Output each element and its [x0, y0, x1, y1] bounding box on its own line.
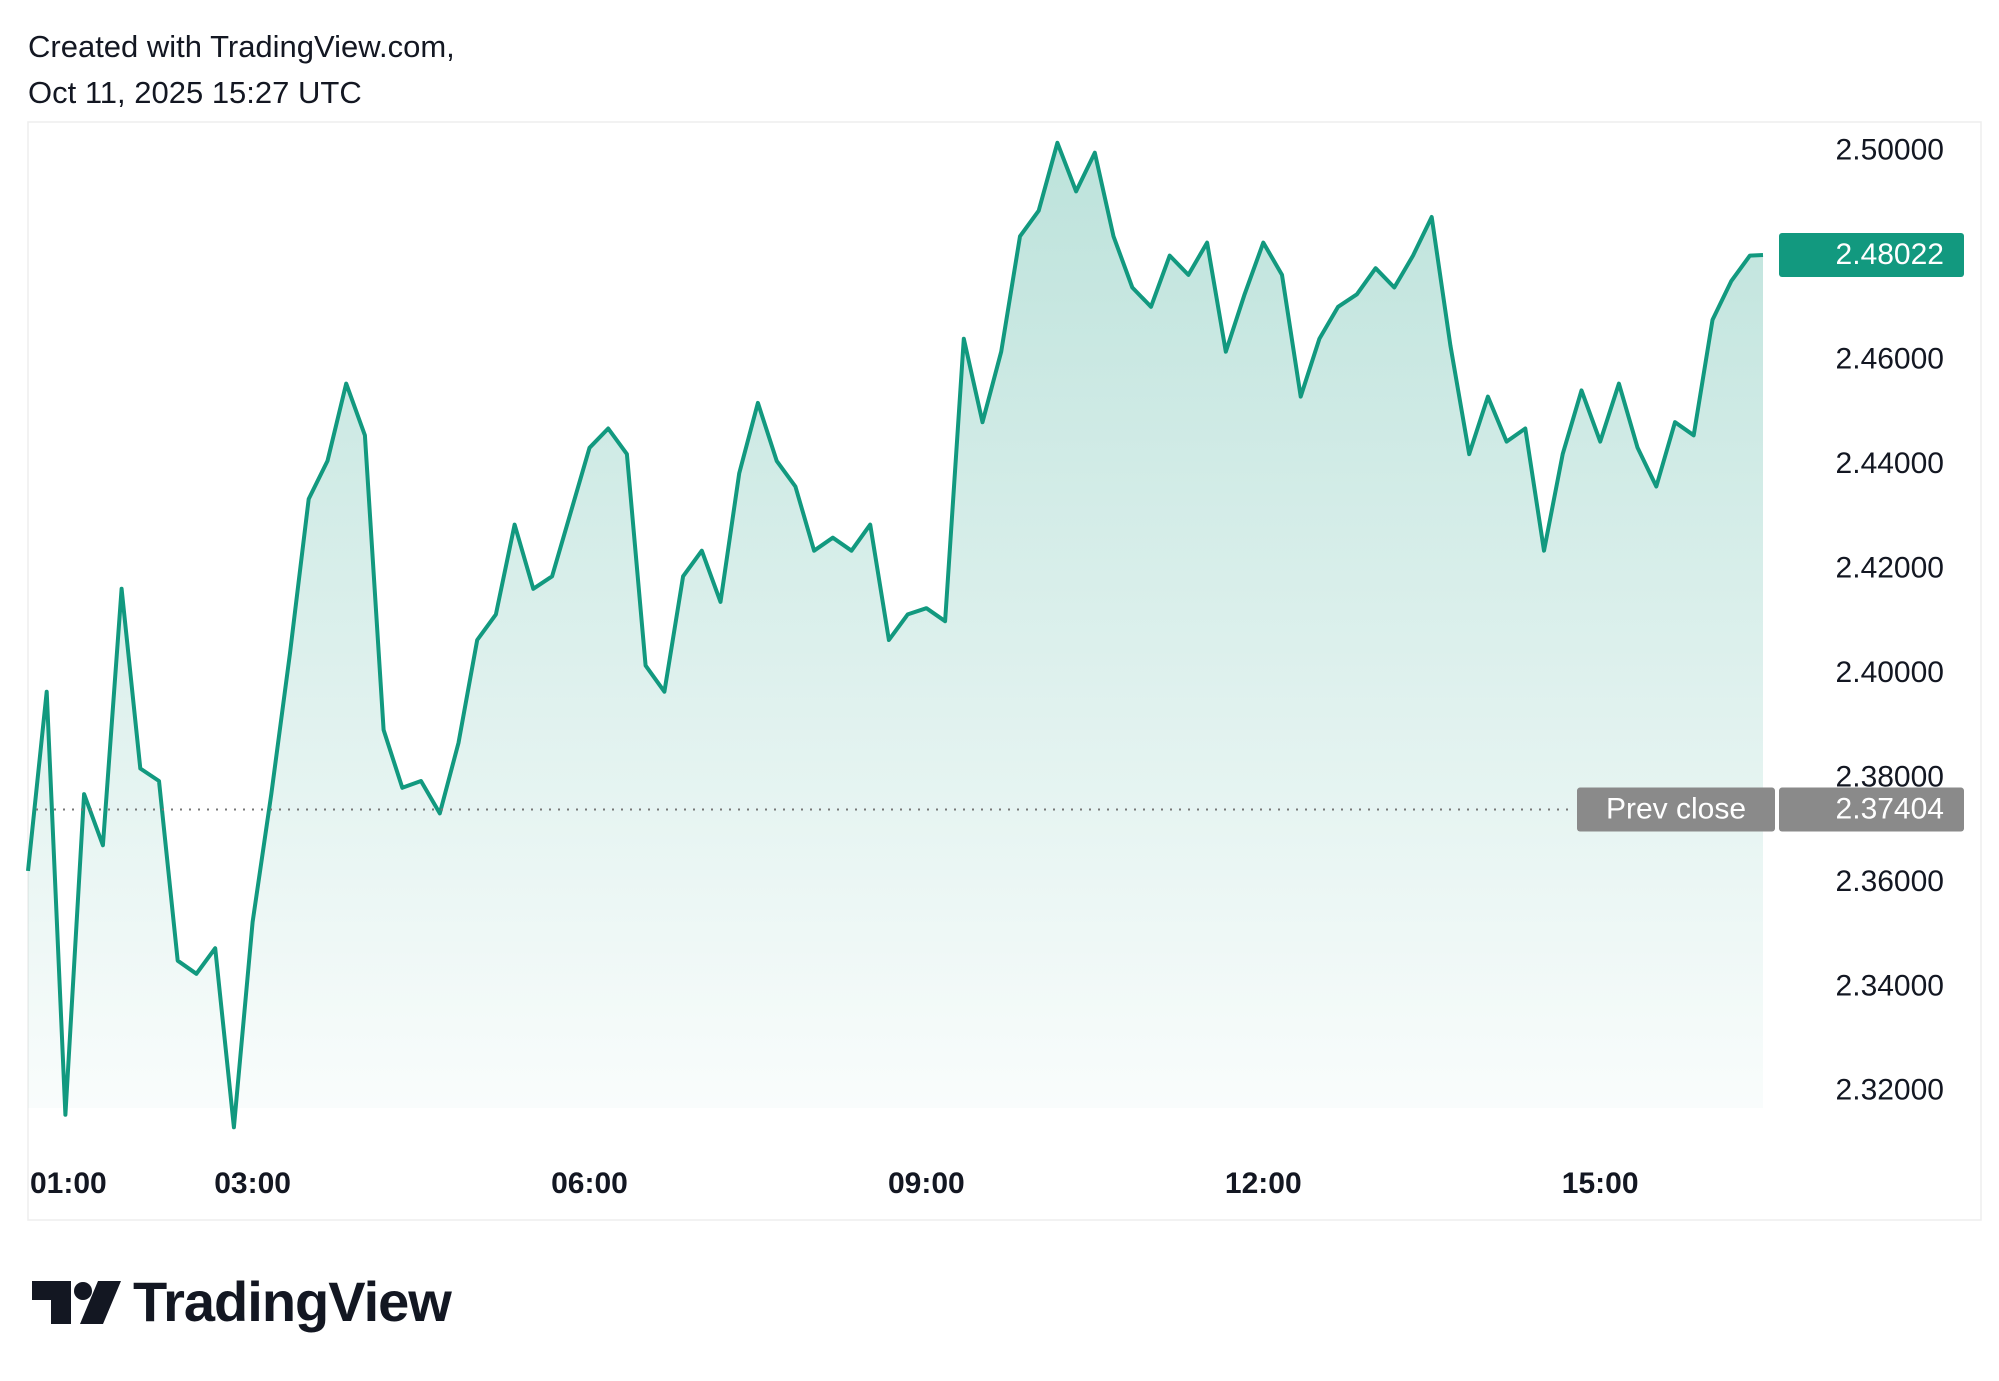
- prev-close-title: Prev close: [1606, 792, 1746, 825]
- y-tick-label: 2.46000: [1836, 343, 1944, 376]
- chart-pane: [27, 121, 1982, 1221]
- header-line: Created with TradingView.com,: [28, 29, 455, 64]
- y-tick-label: 2.34000: [1836, 969, 1944, 1002]
- brand: TradingView: [133, 1270, 452, 1333]
- last-price-label: 2.48022: [1836, 238, 1944, 271]
- y-tick-label: 2.42000: [1836, 551, 1944, 584]
- x-tick-label: 15:00: [1562, 1167, 1639, 1200]
- area-fill: [28, 142, 1763, 1128]
- y-tick-label: 2.44000: [1836, 447, 1944, 480]
- logo-icon: [74, 1282, 92, 1300]
- plot: 2.320002.340002.360002.380002.400002.420…: [26, 134, 1964, 1200]
- logo-icon: [32, 1281, 71, 1324]
- logo-icon: [80, 1281, 121, 1324]
- y-tick-label: 2.50000: [1836, 134, 1944, 167]
- logo: [32, 1281, 121, 1324]
- y-tick-label: 2.36000: [1836, 865, 1944, 898]
- x-tick-label: 01:00: [30, 1167, 107, 1200]
- x-tick-label: 03:00: [214, 1167, 291, 1200]
- y-tick-label: 2.32000: [1836, 1074, 1944, 1107]
- x-tick-label: 06:00: [551, 1167, 628, 1200]
- prev-close-tag: [1577, 787, 1775, 832]
- last-price-badge: [1779, 232, 1964, 277]
- prev-close-value: 2.37404: [1836, 792, 1944, 825]
- y-tick-label: 2.40000: [1836, 656, 1944, 689]
- x-tick-label: 09:00: [888, 1167, 965, 1200]
- x-tick-label: 12:00: [1225, 1167, 1302, 1200]
- header-line: Oct 11, 2025 15:27 UTC: [28, 75, 362, 110]
- price-line: [26, 140, 1764, 1130]
- prev-close-badge: [1779, 787, 1964, 832]
